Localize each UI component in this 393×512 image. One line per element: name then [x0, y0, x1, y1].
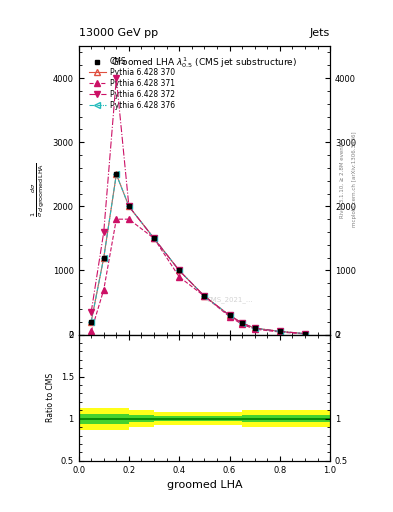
- Pythia 6.428 371: [101, 287, 106, 293]
- Pythia 6.428 371: [202, 293, 207, 299]
- Pythia 6.428 370: [227, 312, 232, 318]
- Pythia 6.428 371: [240, 321, 244, 327]
- Pythia 6.428 376: [89, 318, 94, 325]
- Pythia 6.428 376: [277, 328, 282, 334]
- CMS: [114, 171, 119, 177]
- Pythia 6.428 370: [114, 171, 119, 177]
- Text: Groomed LHA $\lambda^{1}_{0.5}$ (CMS jet substructure): Groomed LHA $\lambda^{1}_{0.5}$ (CMS jet…: [111, 55, 298, 70]
- Pythia 6.428 372: [114, 75, 119, 81]
- Line: Pythia 6.428 370: Pythia 6.428 370: [88, 172, 308, 336]
- Pythia 6.428 371: [114, 216, 119, 222]
- CMS: [127, 203, 131, 209]
- Pythia 6.428 370: [277, 328, 282, 334]
- CMS: [202, 293, 207, 299]
- Pythia 6.428 371: [303, 331, 307, 337]
- Pythia 6.428 370: [89, 318, 94, 325]
- CMS: [303, 331, 307, 337]
- Pythia 6.428 372: [240, 320, 244, 326]
- Y-axis label: Ratio to CMS: Ratio to CMS: [46, 373, 55, 422]
- Pythia 6.428 372: [101, 229, 106, 235]
- Text: 13000 GeV pp: 13000 GeV pp: [79, 28, 158, 38]
- Pythia 6.428 372: [252, 325, 257, 331]
- CMS: [277, 328, 282, 334]
- Pythia 6.428 376: [114, 171, 119, 177]
- Pythia 6.428 372: [303, 331, 307, 337]
- Pythia 6.428 371: [152, 236, 156, 242]
- Pythia 6.428 371: [252, 326, 257, 332]
- Pythia 6.428 370: [252, 325, 257, 331]
- Pythia 6.428 370: [303, 331, 307, 337]
- Line: Pythia 6.428 371: Pythia 6.428 371: [88, 217, 308, 337]
- Text: Jets: Jets: [310, 28, 330, 38]
- Pythia 6.428 376: [303, 331, 307, 337]
- CMS: [152, 236, 156, 242]
- CMS: [89, 318, 94, 325]
- Pythia 6.428 372: [127, 203, 131, 209]
- Pythia 6.428 371: [127, 216, 131, 222]
- Pythia 6.428 370: [202, 293, 207, 299]
- Line: CMS: CMS: [89, 172, 307, 336]
- Text: mcplots.cern.ch [arXiv:1306.3436]: mcplots.cern.ch [arXiv:1306.3436]: [352, 132, 357, 227]
- Pythia 6.428 376: [177, 267, 182, 273]
- CMS: [177, 267, 182, 273]
- Pythia 6.428 372: [89, 309, 94, 315]
- Pythia 6.428 372: [152, 236, 156, 242]
- CMS: [240, 320, 244, 326]
- Pythia 6.428 372: [227, 312, 232, 318]
- CMS: [252, 325, 257, 331]
- Pythia 6.428 376: [252, 325, 257, 331]
- Line: Pythia 6.428 372: Pythia 6.428 372: [88, 75, 308, 336]
- Pythia 6.428 376: [127, 203, 131, 209]
- Pythia 6.428 370: [240, 320, 244, 326]
- Text: CMS_2021_...: CMS_2021_...: [206, 296, 253, 303]
- Pythia 6.428 376: [101, 254, 106, 261]
- Pythia 6.428 376: [202, 293, 207, 299]
- Pythia 6.428 372: [202, 293, 207, 299]
- Pythia 6.428 371: [177, 274, 182, 280]
- CMS: [101, 254, 106, 261]
- Y-axis label: $\frac{1}{\sigma}\frac{d\sigma}{d\,\mathrm{groomed\,LHA}}$: $\frac{1}{\sigma}\frac{d\sigma}{d\,\math…: [30, 163, 47, 218]
- Pythia 6.428 371: [89, 328, 94, 334]
- Pythia 6.428 370: [101, 254, 106, 261]
- Pythia 6.428 372: [177, 267, 182, 273]
- Pythia 6.428 371: [277, 329, 282, 335]
- CMS: [227, 312, 232, 318]
- Pythia 6.428 371: [227, 313, 232, 319]
- Pythia 6.428 370: [152, 236, 156, 242]
- Pythia 6.428 376: [240, 320, 244, 326]
- Pythia 6.428 370: [127, 203, 131, 209]
- Legend: CMS, Pythia 6.428 370, Pythia 6.428 371, Pythia 6.428 372, Pythia 6.428 376: CMS, Pythia 6.428 370, Pythia 6.428 371,…: [88, 56, 176, 112]
- Pythia 6.428 370: [177, 267, 182, 273]
- X-axis label: groomed LHA: groomed LHA: [167, 480, 242, 490]
- Pythia 6.428 372: [277, 328, 282, 334]
- Pythia 6.428 376: [227, 312, 232, 318]
- Line: Pythia 6.428 376: Pythia 6.428 376: [88, 172, 308, 336]
- Pythia 6.428 376: [152, 236, 156, 242]
- Text: Rivet 3.1.10, ≥ 2.8M events: Rivet 3.1.10, ≥ 2.8M events: [340, 141, 345, 218]
